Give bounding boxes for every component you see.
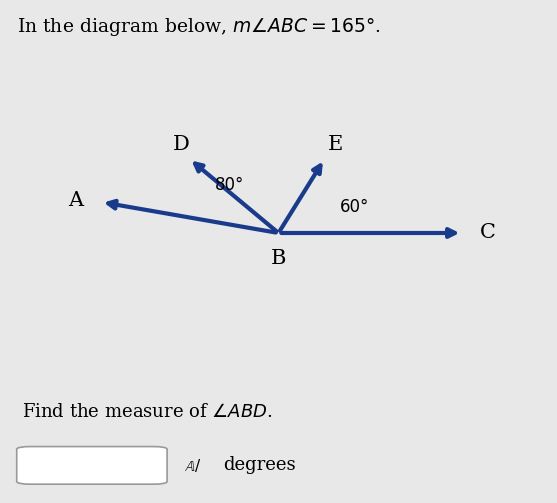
Text: B: B: [271, 249, 286, 268]
Text: Find the measure of $\angle ABD$.: Find the measure of $\angle ABD$.: [22, 403, 273, 421]
Text: $\mathbb{A}$/: $\mathbb{A}$/: [184, 457, 201, 474]
Text: D: D: [173, 135, 189, 154]
Text: E: E: [328, 135, 343, 154]
Text: C: C: [480, 223, 495, 242]
Text: A: A: [69, 191, 84, 210]
Text: degrees: degrees: [223, 456, 295, 474]
Text: 80°: 80°: [215, 176, 245, 194]
Text: In the diagram below, $m\angle ABC = 165°$.: In the diagram below, $m\angle ABC = 165…: [17, 16, 380, 38]
Text: 60°: 60°: [339, 198, 369, 216]
FancyBboxPatch shape: [17, 447, 167, 484]
